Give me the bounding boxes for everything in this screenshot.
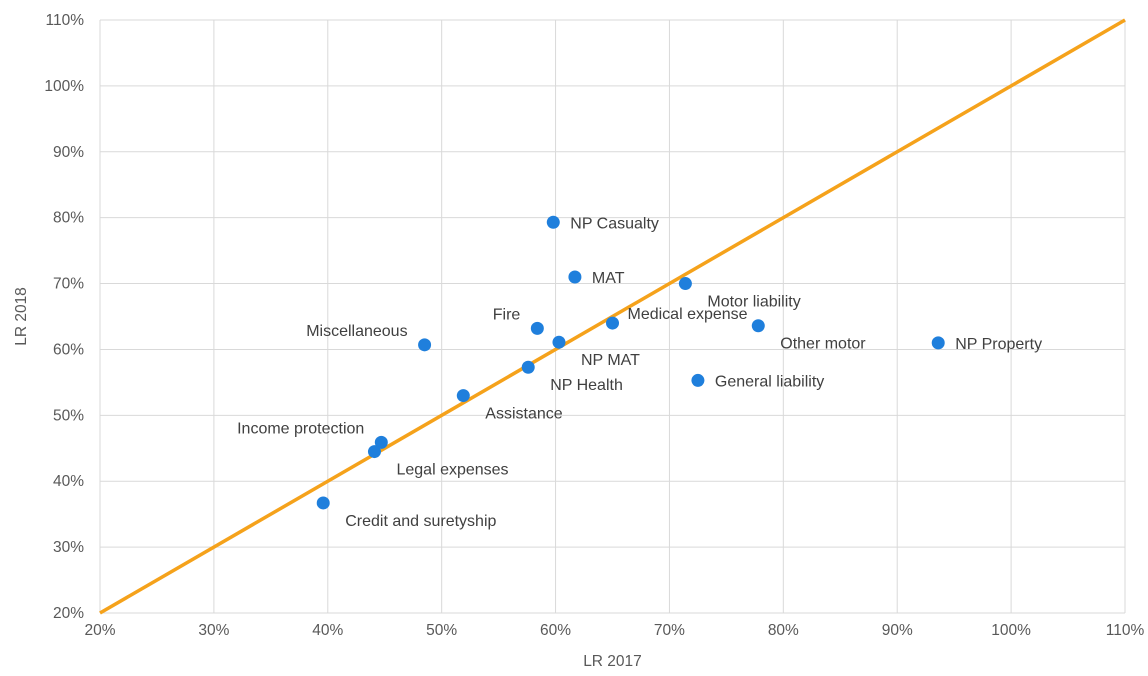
x-axis-title: LR 2017 [583,653,642,670]
data-label: Credit and suretyship [345,513,496,530]
data-label: Miscellaneous [306,323,407,340]
data-label: Motor liability [707,294,800,311]
data-point [374,435,388,449]
data-points [316,215,945,510]
data-point [546,215,560,229]
y-axis-ticks: 20% 30% 40% 50% 60% 70% 80% 90% 100% 110% [44,12,84,622]
data-label: Legal expenses [396,462,508,479]
x-tick-label: 50% [426,622,457,639]
y-tick-label: 60% [53,341,84,358]
data-point [606,316,619,330]
x-tick-label: 30% [198,622,229,639]
x-tick-label: 100% [991,622,1031,639]
x-tick-label: 60% [540,622,571,639]
data-label: Fire [493,306,521,323]
y-tick-label: 80% [53,210,84,227]
y-axis-title: LR 2018 [13,287,30,346]
y-tick-label: 90% [53,144,84,161]
data-label: Other motor [780,336,866,353]
data-label: MAT [592,270,625,287]
data-point [530,321,544,335]
data-label: NP Health [550,377,623,394]
data-label: NP Property [955,336,1042,353]
y-tick-label: 30% [53,539,84,556]
data-label: NP MAT [581,352,640,369]
data-point [931,336,945,350]
x-tick-label: 110% [1106,622,1145,639]
x-tick-label: 20% [84,622,115,639]
y-tick-label: 110% [46,12,85,29]
y-tick-label: 50% [53,407,84,424]
x-tick-label: 70% [654,622,685,639]
data-point [521,360,535,374]
data-label: General liability [715,373,824,390]
data-label: Medical expense [628,306,748,323]
data-point [456,389,470,403]
y-tick-label: 20% [53,605,84,622]
data-label: NP Casualty [570,215,659,232]
data-label: Assistance [485,406,562,423]
grid [99,19,1126,614]
x-axis-ticks: 20% 30% 40% 50% 60% 70% 80% 90% 100% 110% [84,622,1144,639]
data-point [316,496,330,510]
reference-line [99,18,1126,615]
y-tick-label: 40% [53,473,84,490]
x-tick-label: 80% [768,622,799,639]
x-tick-label: 40% [312,622,343,639]
data-point [691,373,705,387]
data-point [678,277,692,291]
reference-line-group [99,18,1126,615]
y-tick-label: 70% [53,276,84,293]
x-tick-label: 90% [882,622,913,639]
data-point [568,270,582,284]
data-label: Income protection [237,420,364,437]
data-point [418,338,432,352]
data-point [552,335,566,349]
data-point [751,319,765,333]
y-tick-label: 100% [44,78,84,95]
data-point [367,445,381,459]
